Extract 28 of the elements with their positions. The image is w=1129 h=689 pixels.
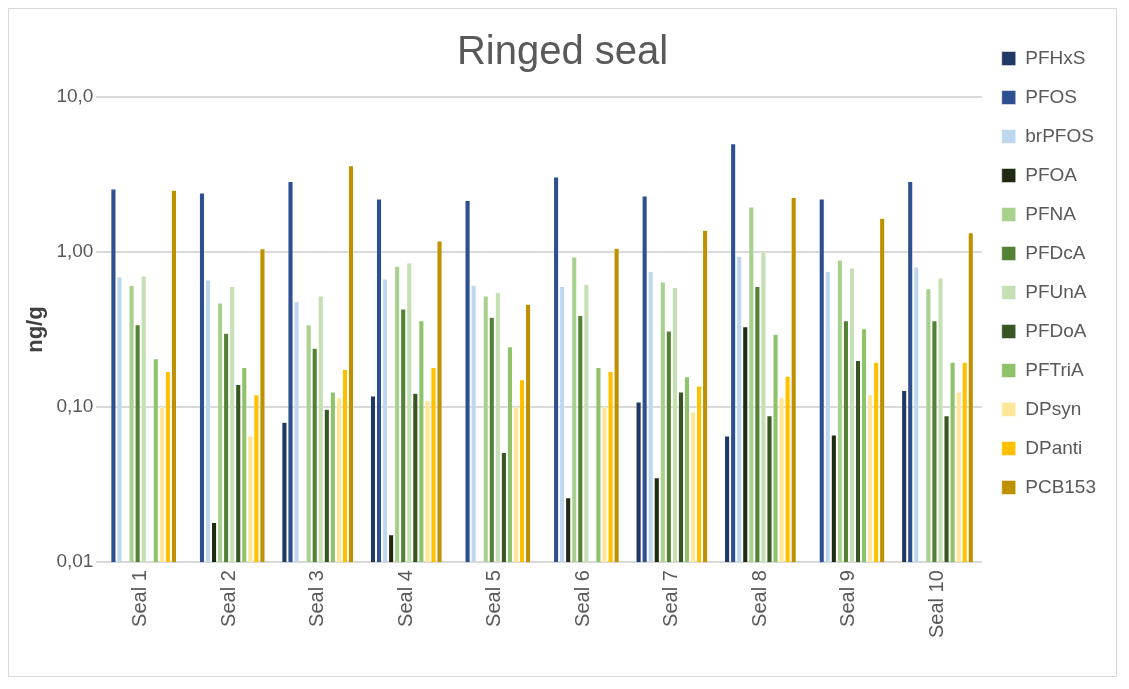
legend-label: PFNA [1025,202,1077,224]
legend-label: DPsyn [1025,397,1082,419]
y-tick-label: 0,01 [56,550,94,572]
x-tick-label: Seal 6 [570,570,593,627]
y-axis-title: ng/g [22,306,48,353]
x-tick-label: Seal 3 [305,570,328,627]
legend-label: PFOA [1025,163,1078,185]
x-tick-label: Seal 7 [659,570,682,627]
legend-label: PFUnA [1025,280,1087,302]
legend-label: brPFOS [1025,124,1094,146]
chart-title: Ringed seal [456,28,669,73]
y-tick-label: 0,10 [56,395,94,417]
x-tick-label: Seal 4 [393,570,416,627]
legend-label: PFOS [1025,85,1077,107]
y-tick-label: 1,00 [56,240,94,262]
x-tick-label: Seal 2 [216,570,239,627]
x-tick-label: Seal 8 [747,570,770,627]
legend-label: PCB153 [1025,475,1097,497]
legend-label: PFHxS [1025,46,1086,68]
x-tick-label: Seal 10 [924,570,947,639]
x-tick-label: Seal 5 [482,570,505,627]
x-tick-label: Seal 9 [836,570,859,627]
legend-label: PFTriA [1025,358,1084,380]
legend-label: PFDcA [1025,241,1086,263]
legend-label: DPanti [1025,436,1083,458]
x-tick-label: Seal 1 [128,570,151,627]
y-tick-label: 10,0 [56,85,94,107]
legend-label: PFDoA [1025,319,1087,341]
